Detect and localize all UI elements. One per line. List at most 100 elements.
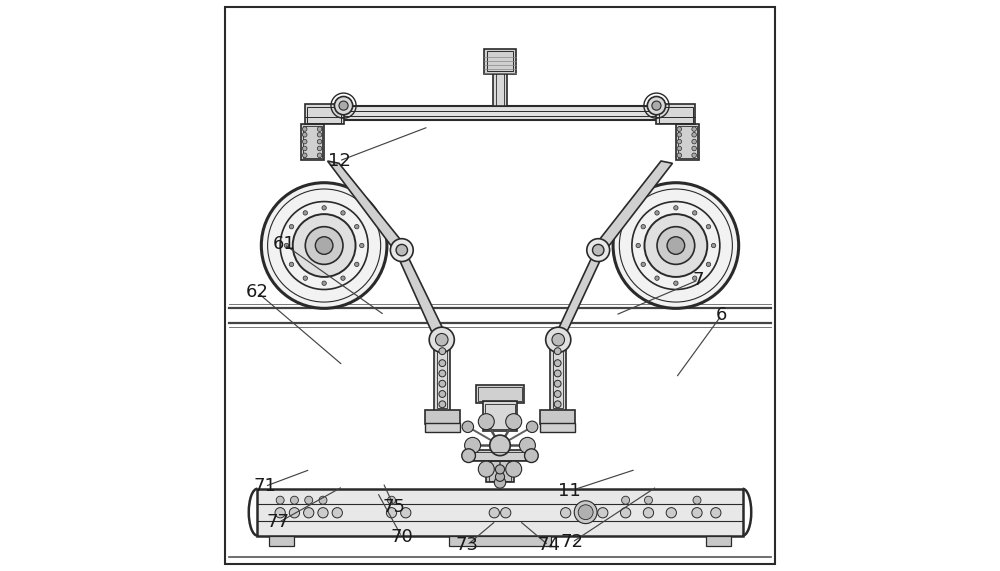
Circle shape [677,127,682,131]
Bar [478,387,522,401]
Circle shape [677,146,682,151]
Circle shape [495,472,505,481]
Bar [449,536,551,546]
Polygon shape [328,161,407,252]
Circle shape [303,211,307,215]
Circle shape [439,401,446,408]
Bar [305,104,344,124]
Circle shape [401,508,411,518]
Circle shape [519,437,535,453]
Circle shape [490,435,510,456]
Text: 73: 73 [455,536,478,554]
Text: 71: 71 [253,477,276,496]
Text: 72: 72 [560,533,583,552]
Text: 75: 75 [383,498,406,516]
Circle shape [692,127,696,131]
Circle shape [693,211,697,215]
Bar [437,343,447,408]
Bar [678,126,697,158]
Circle shape [552,333,565,346]
Circle shape [622,496,630,504]
Circle shape [284,243,289,248]
Circle shape [501,508,511,518]
Circle shape [319,496,327,504]
Polygon shape [553,252,604,341]
Circle shape [692,146,696,151]
Text: 74: 74 [537,536,560,554]
Circle shape [677,132,682,137]
Circle shape [677,139,682,144]
Circle shape [289,224,294,229]
Circle shape [554,370,561,377]
Circle shape [574,501,597,524]
Circle shape [620,508,631,518]
Circle shape [317,153,322,158]
Circle shape [692,139,696,144]
Circle shape [396,244,407,256]
Bar [659,107,693,123]
Polygon shape [593,161,672,252]
Circle shape [644,214,707,277]
Circle shape [692,132,696,137]
Circle shape [554,391,561,397]
Circle shape [302,127,307,131]
Bar [485,404,515,429]
Bar [470,452,530,460]
Circle shape [341,276,345,280]
Bar [425,423,460,432]
Bar [303,126,322,158]
Circle shape [317,139,322,144]
Circle shape [322,281,326,286]
Bar [550,340,566,411]
Circle shape [290,496,298,504]
Circle shape [439,370,446,377]
Circle shape [289,508,300,518]
Text: 11: 11 [558,482,581,500]
Circle shape [587,239,610,262]
Circle shape [641,262,645,267]
Circle shape [666,508,676,518]
Circle shape [561,508,571,518]
Circle shape [525,449,538,463]
Bar [540,410,575,424]
Circle shape [655,211,659,215]
Bar [656,104,695,124]
Circle shape [641,224,645,229]
Circle shape [439,391,446,397]
Bar [301,124,324,160]
Circle shape [302,132,307,137]
Bar [553,343,563,408]
Circle shape [302,139,307,144]
Circle shape [462,449,475,463]
Circle shape [647,96,666,115]
Text: 61: 61 [273,235,296,254]
Bar [484,49,516,74]
Circle shape [711,508,721,518]
Circle shape [261,183,387,308]
Bar [257,489,743,536]
Circle shape [692,508,702,518]
Bar [486,460,514,482]
Circle shape [554,380,561,387]
Text: 7: 7 [693,271,704,289]
Circle shape [341,211,345,215]
Circle shape [388,496,396,504]
Bar [489,461,511,481]
Text: 6: 6 [716,306,727,324]
Circle shape [390,239,413,262]
Circle shape [439,360,446,367]
Bar [676,124,699,160]
Circle shape [506,413,522,429]
Circle shape [386,508,397,518]
Circle shape [643,508,654,518]
Circle shape [494,477,506,488]
Circle shape [334,96,353,115]
Circle shape [305,496,313,504]
Circle shape [304,508,314,518]
Circle shape [636,243,640,248]
Circle shape [554,360,561,367]
Circle shape [546,327,571,352]
Circle shape [289,262,294,267]
Circle shape [302,146,307,151]
Circle shape [303,276,307,280]
